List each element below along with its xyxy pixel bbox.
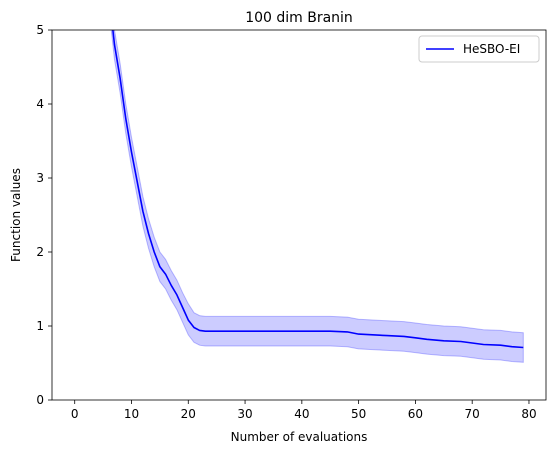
x-tick-label: 20 [181, 407, 196, 421]
y-axis: 0 1 2 3 4 5 [36, 23, 52, 407]
y-axis-label: Function values [9, 168, 23, 262]
y-tick-label: 2 [36, 245, 44, 259]
chart-title: 100 dim Branin [245, 10, 353, 26]
x-tick-label: 40 [294, 407, 309, 421]
legend: HeSBO-EI [419, 36, 539, 62]
x-axis: 0 10 20 30 40 50 60 70 80 [71, 400, 537, 421]
x-axis-label: Number of evaluations [231, 430, 368, 444]
x-tick-label: 30 [237, 407, 252, 421]
y-tick-label: 4 [36, 97, 44, 111]
x-tick-label: 70 [465, 407, 480, 421]
x-tick-label: 50 [351, 407, 366, 421]
x-tick-label: 0 [71, 407, 79, 421]
x-tick-label: 80 [521, 407, 536, 421]
y-tick-label: 1 [36, 319, 44, 333]
y-tick-label: 5 [36, 23, 44, 37]
y-tick-label: 0 [36, 393, 44, 407]
x-tick-label: 60 [408, 407, 423, 421]
legend-label: HeSBO-EI [463, 42, 520, 56]
y-tick-label: 3 [36, 171, 44, 185]
x-tick-label: 10 [124, 407, 139, 421]
